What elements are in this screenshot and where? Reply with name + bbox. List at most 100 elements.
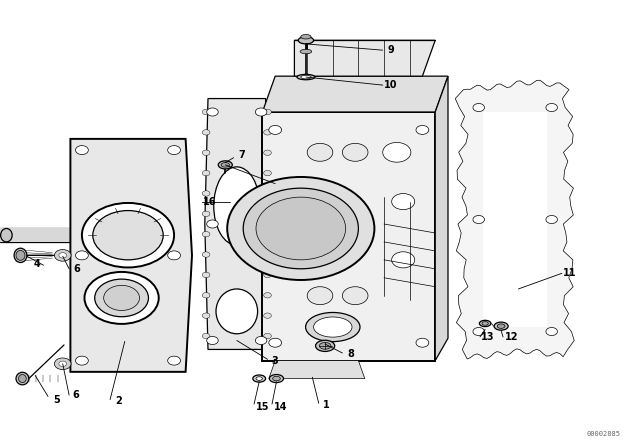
Circle shape [59,361,67,366]
Circle shape [168,251,180,260]
Ellipse shape [314,317,352,337]
Text: 8: 8 [348,349,354,359]
Circle shape [264,252,271,257]
Ellipse shape [316,340,335,351]
Ellipse shape [269,375,284,383]
Ellipse shape [319,342,331,349]
Circle shape [473,327,484,336]
Circle shape [269,125,282,134]
Circle shape [256,197,346,260]
Circle shape [202,232,210,237]
Circle shape [76,251,88,260]
Text: 6: 6 [72,390,79,400]
Circle shape [264,170,271,176]
Text: 10: 10 [383,80,397,90]
Circle shape [264,333,271,339]
Circle shape [307,287,333,305]
Circle shape [264,272,271,278]
Ellipse shape [253,375,266,382]
Circle shape [202,333,210,339]
Circle shape [264,129,271,135]
Text: 6: 6 [74,264,80,274]
Circle shape [202,150,210,155]
Polygon shape [269,361,365,379]
Text: 16: 16 [203,198,217,207]
Circle shape [84,272,159,324]
Circle shape [202,109,210,115]
Circle shape [207,108,218,116]
Ellipse shape [19,375,26,383]
Circle shape [264,293,271,298]
Circle shape [546,215,557,224]
Polygon shape [483,112,547,327]
Text: 3: 3 [272,356,278,366]
Text: 4: 4 [34,259,40,269]
Circle shape [264,232,271,237]
Circle shape [264,109,271,115]
Circle shape [342,287,368,305]
Circle shape [202,313,210,319]
Ellipse shape [273,376,280,381]
Circle shape [264,150,271,155]
Text: 13: 13 [481,332,495,342]
Text: 12: 12 [505,332,519,342]
Circle shape [207,336,218,345]
Circle shape [416,338,429,347]
Ellipse shape [218,161,232,169]
Circle shape [255,108,267,116]
Circle shape [269,338,282,347]
Circle shape [546,103,557,112]
Polygon shape [70,139,192,372]
Text: 5: 5 [53,395,60,405]
Circle shape [202,129,210,135]
Circle shape [76,356,88,365]
Polygon shape [262,112,435,361]
Text: 11: 11 [563,268,577,278]
Ellipse shape [497,324,505,328]
Ellipse shape [214,167,260,246]
Text: 15: 15 [255,402,269,412]
Circle shape [473,103,484,112]
Polygon shape [262,76,448,112]
Circle shape [473,215,484,224]
Ellipse shape [1,228,12,242]
Circle shape [546,327,557,336]
Circle shape [383,142,411,162]
Polygon shape [205,99,269,349]
Ellipse shape [298,37,314,44]
Ellipse shape [216,289,258,334]
Circle shape [264,313,271,319]
Ellipse shape [256,377,262,380]
Circle shape [76,146,88,155]
Circle shape [243,188,358,269]
Text: 7: 7 [239,150,245,159]
Circle shape [392,194,415,210]
Circle shape [255,220,267,228]
Ellipse shape [300,49,312,54]
Circle shape [202,211,210,216]
Text: 14: 14 [273,402,287,412]
Circle shape [307,143,333,161]
Circle shape [342,143,368,161]
Ellipse shape [301,75,311,79]
Text: 2: 2 [115,396,122,406]
Circle shape [54,358,71,370]
Circle shape [207,220,218,228]
Polygon shape [435,76,448,361]
Ellipse shape [16,372,29,385]
Circle shape [202,252,210,257]
Circle shape [202,293,210,298]
Ellipse shape [301,34,311,39]
Circle shape [202,170,210,176]
Text: 1: 1 [323,401,330,410]
Polygon shape [0,228,70,242]
Ellipse shape [494,322,508,330]
Circle shape [82,203,174,267]
Ellipse shape [221,163,229,167]
Circle shape [168,146,180,155]
Circle shape [202,272,210,278]
Ellipse shape [479,320,491,327]
Circle shape [168,356,180,365]
Circle shape [227,177,374,280]
Circle shape [416,125,429,134]
